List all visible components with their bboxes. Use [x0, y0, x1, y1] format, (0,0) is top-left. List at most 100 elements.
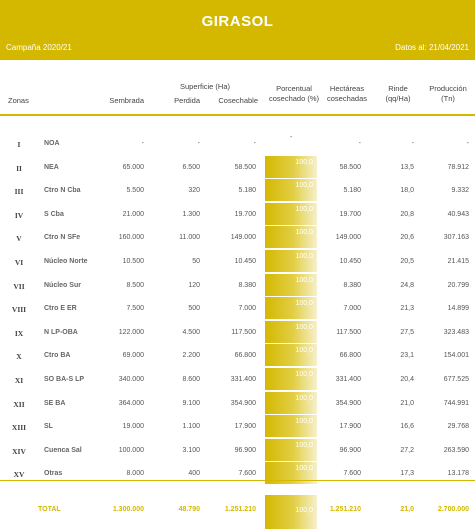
row-zone: Núcleo Norte — [44, 258, 88, 265]
row-percent-value: 100,0 — [295, 465, 313, 473]
table-row: XIV Cuenca Sal 100.000 3.100 96.900 96.900 27,… — [0, 438, 475, 462]
row-percent-value: 100,0 — [295, 300, 313, 308]
row-zone: Ctro E ER — [44, 305, 77, 313]
row-rinde: 21,0 — [400, 399, 414, 407]
row-cosechable: 149.000 — [230, 234, 256, 242]
row-hectareas: 354.900 — [335, 399, 361, 407]
row-perdida: 8.600 — [182, 376, 200, 383]
col-zonas: Zonas — [8, 96, 29, 105]
col-sembrada: Sembrada — [109, 96, 144, 105]
row-sembrada: 7.500 — [126, 305, 144, 313]
row-hectareas: 331.400 — [335, 376, 361, 383]
row-index: I — [17, 140, 21, 149]
col-hectareas: Hectáreas cosechadas — [320, 84, 374, 103]
row-percent-bar: 100,0 — [265, 438, 317, 461]
row-rinde: 23,1 — [400, 352, 414, 360]
footer-divider — [0, 480, 475, 481]
row-cosechable: 66.800 — [234, 352, 256, 360]
col-produccion: Producción (Tn) — [424, 84, 472, 103]
row-zone: SO BA-S LP — [44, 376, 85, 383]
row-perdida: 4.500 — [182, 328, 200, 336]
row-percent-bar: 100,0 — [265, 320, 317, 343]
row-percent-bar: 100,0 — [265, 226, 317, 249]
row-cosechable: 17.900 — [234, 423, 256, 431]
total-percent-value: 100,0 — [295, 507, 313, 514]
row-rinde: 18,0 — [400, 187, 414, 195]
row-hectareas: 7.600 — [343, 470, 361, 478]
row-rinde: 27,2 — [400, 446, 414, 454]
row-percent-bar: 100,0 — [265, 297, 317, 320]
table-row: IX N LP-OBA 122.000 4.500 117.500 117.500 27,5… — [0, 320, 475, 344]
row-rinde: 13,5 — [400, 163, 414, 171]
row-produccion: 307.163 — [443, 234, 469, 242]
row-sembrada: 122.000 — [118, 328, 144, 336]
row-cosechable: 7.000 — [238, 305, 256, 313]
row-perdida: 6.500 — [182, 163, 200, 171]
row-hectareas: 17.900 — [339, 423, 361, 431]
total-cosechable: 1.251.210 — [224, 506, 256, 513]
row-perdida: 120 — [188, 281, 200, 289]
table-row: X Ctro BA 69.000 2.200 66.800 66.800 23,1 154.0… — [0, 344, 475, 367]
row-percent-value: 100,0 — [295, 371, 313, 378]
total-percent-bar: 100,0 — [265, 495, 317, 529]
row-zone: NOA — [44, 140, 60, 147]
col-porcentual: Porcentual cosechado (%) — [262, 84, 326, 103]
row-perdida: - — [197, 140, 200, 147]
row-percent-value: 100,0 — [295, 253, 313, 260]
campaign-label: Campaña 2020/21 — [6, 43, 72, 52]
row-sembrada: 8.000 — [126, 470, 144, 478]
data-date-label: Datos al: 21/04/2021 — [395, 43, 469, 52]
row-percent-value: 100,0 — [295, 418, 313, 426]
row-index: IV — [14, 210, 24, 220]
row-percent-bar: 100,0 — [265, 368, 317, 390]
row-zone: Ctro N Cba — [44, 187, 81, 195]
row-cosechable: 354.900 — [230, 399, 256, 407]
row-zone: Ctro BA — [44, 352, 71, 360]
row-index: XII — [13, 399, 25, 409]
row-cosechable: 58.500 — [234, 163, 256, 171]
row-perdida: 500 — [188, 305, 200, 313]
col-hectareas-line1: Hectáreas — [329, 84, 365, 93]
row-zone: Otras — [44, 470, 63, 478]
row-sembrada: 100.000 — [118, 446, 144, 454]
table-row: VIII Ctro E ER 7.500 500 7.000 7.000 21,3 14.89… — [0, 297, 475, 320]
table-row: XI SO BA-S LP 340.000 8.600 331.400 331.400 20… — [0, 368, 475, 391]
row-zone: NEA — [44, 163, 59, 171]
table-row: V Ctro N SFe 160.000 11.000 149.000 149.000 20… — [0, 226, 475, 249]
row-rinde: 27,5 — [400, 328, 414, 336]
row-percent-value: 100,0 — [295, 441, 313, 449]
row-produccion: 323.483 — [443, 328, 469, 336]
total-produccion: 2.700.000 — [437, 506, 469, 513]
total-sembrada: 1.300.000 — [112, 506, 144, 513]
col-produccion-line2: (Tn) — [441, 93, 455, 103]
row-index: VII — [13, 281, 25, 291]
row-rinde: 20,6 — [400, 234, 414, 242]
table-row: XIII SL 19.000 1.100 17.900 17.900 16,6 29.768 1… — [0, 415, 475, 438]
row-zone: Ctro N SFe — [44, 234, 81, 242]
row-index: XIV — [12, 446, 26, 456]
row-produccion: 14.899 — [447, 305, 469, 313]
row-perdida: 400 — [188, 470, 200, 478]
row-cosechable: 7.600 — [238, 470, 256, 478]
table-row: I NOA - - - - - - - — [0, 132, 475, 155]
row-zone: N LP-OBA — [44, 328, 78, 336]
row-perdida: 3.100 — [182, 446, 200, 454]
row-sembrada: 65.000 — [122, 163, 144, 171]
row-hectareas: 66.800 — [339, 352, 361, 360]
row-index: XI — [14, 376, 24, 385]
row-rinde: 20,5 — [400, 258, 414, 265]
row-rinde: 20,8 — [400, 210, 414, 218]
table-row: XII SE BA 364.000 9.100 354.900 354.900 21,0 74… — [0, 391, 475, 415]
row-produccion: 78.912 — [447, 163, 469, 171]
row-sembrada: 8.500 — [126, 281, 144, 289]
row-cosechable: 19.700 — [234, 210, 256, 218]
row-sembrada: 364.000 — [118, 399, 144, 407]
table-row: VI Núcleo Norte 10.500 50 10.450 10.450 20,5 21… — [0, 250, 475, 273]
row-produccion: - — [466, 140, 469, 147]
row-percent-bar: 100,0 — [265, 179, 317, 202]
table-row: VII Núcleo Sur 8.500 120 8.380 8.380 24,8 20.79… — [0, 273, 475, 297]
row-produccion: 9.332 — [451, 187, 469, 195]
row-produccion: 20.799 — [447, 281, 469, 289]
total-hectareas: 1.251.210 — [329, 506, 361, 513]
row-hectareas: 149.000 — [335, 234, 361, 242]
